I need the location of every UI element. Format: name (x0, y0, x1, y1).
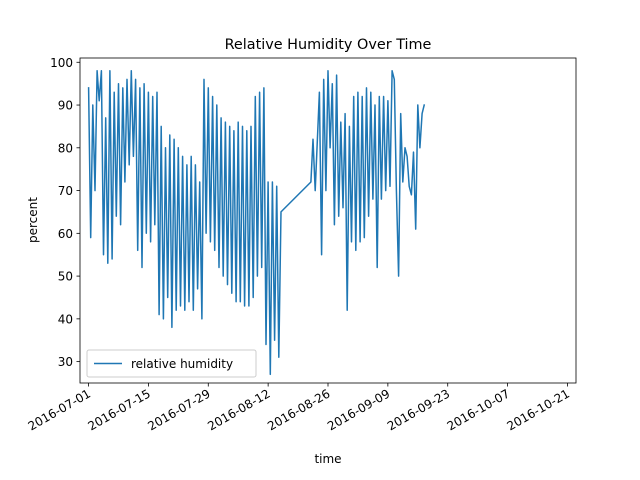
x-tick-label: 2016-08-26 (265, 386, 332, 433)
plot-frame (79, 57, 577, 384)
x-tick-label: 2016-08-12 (205, 386, 272, 433)
x-axis-title: time (314, 452, 341, 466)
y-tick-label: 30 (58, 355, 73, 369)
x-tick-label: 2016-10-21 (505, 386, 572, 433)
series-line-relative-humidity (87, 70, 426, 376)
y-tick-label: 70 (58, 184, 73, 198)
y-tick-label: 60 (58, 227, 73, 241)
y-tick-label: 50 (58, 270, 73, 284)
x-tick-label: 2016-07-29 (145, 386, 212, 433)
y-axis-ticks: 30 40 50 60 70 80 90 100 (50, 56, 80, 369)
x-tick-label: 2016-09-23 (385, 386, 452, 433)
y-tick-label: 80 (58, 141, 73, 155)
x-tick-label: 2016-07-01 (26, 386, 93, 433)
chart-title: Relative Humidity Over Time (225, 37, 432, 53)
y-tick-label: 100 (50, 56, 73, 70)
legend-label: relative humidity (131, 357, 233, 371)
x-tick-label: 2016-07-15 (86, 386, 153, 433)
y-tick-label: 40 (58, 312, 73, 326)
y-axis-title: percent (26, 197, 40, 243)
x-tick-label: 2016-10-07 (445, 386, 512, 433)
x-tick-label: 2016-09-09 (325, 386, 392, 433)
y-tick-label: 90 (58, 99, 73, 113)
legend: relative humidity (86, 349, 257, 378)
legend-box (86, 349, 257, 378)
x-axis-ticks: 2016-07-012016-07-152016-07-292016-08-12… (26, 383, 572, 433)
